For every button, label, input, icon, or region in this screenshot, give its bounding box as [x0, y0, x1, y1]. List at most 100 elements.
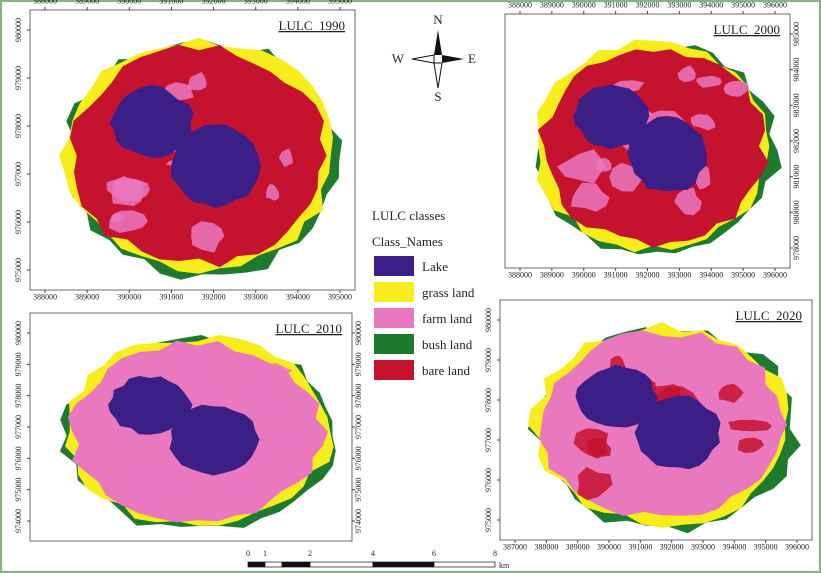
scale-segment	[282, 562, 310, 567]
y-label: 979000	[14, 352, 23, 376]
scale-label: 2	[308, 549, 312, 558]
y-label: 979000	[14, 66, 23, 90]
compass-s: S	[434, 89, 441, 104]
y-label: 983000	[792, 93, 801, 117]
scale-label: 8	[493, 549, 497, 558]
y-label: 977000	[354, 415, 363, 439]
legend-label: farm land	[422, 311, 473, 326]
x-label: 388000	[508, 0, 532, 9]
x-label: 388000	[33, 293, 57, 302]
x-label: 391000	[604, 271, 628, 280]
x-label: 389000	[75, 0, 99, 5]
y-label: 976000	[484, 468, 493, 492]
scale-segment	[373, 562, 434, 567]
x-label: 395000	[754, 543, 778, 552]
y-label: 977000	[14, 162, 23, 186]
legend-swatch	[374, 308, 414, 328]
x-label: 394000	[722, 543, 746, 552]
panel-title: LULC_2020	[736, 308, 802, 323]
map-panel: LULC_2020 387000 388000 389000 390000 391000 3…	[484, 300, 812, 552]
panel-title: LULC_2010	[276, 321, 342, 336]
y-label: 977000	[14, 415, 23, 439]
panel-title: LULC_1990	[279, 18, 345, 33]
scale-segment	[248, 562, 265, 567]
scale-segment	[265, 562, 282, 567]
x-label: 393000	[667, 271, 691, 280]
legend-swatch	[374, 360, 414, 380]
y-label: 982000	[792, 129, 801, 153]
y-label: 976000	[14, 210, 23, 234]
x-label: 394000	[699, 271, 723, 280]
panel-title: LULC_2000	[714, 22, 780, 37]
x-label: 394000	[699, 0, 723, 9]
y-label: 976000	[354, 446, 363, 470]
x-label: 388000	[508, 271, 532, 280]
legend-swatch	[374, 282, 414, 302]
x-label: 390000	[597, 543, 621, 552]
y-label: 984000	[792, 58, 801, 82]
y-label: 978000	[484, 388, 493, 412]
x-label: 390000	[117, 0, 141, 5]
x-label: 391000	[159, 293, 183, 302]
scale-label: 6	[432, 549, 436, 558]
scale-label: 4	[371, 549, 375, 558]
y-label: 978000	[354, 384, 363, 408]
y-label: 976000	[14, 446, 23, 470]
x-label: 393000	[667, 0, 691, 9]
x-label: 392000	[202, 0, 226, 5]
x-label: 391000	[159, 0, 183, 5]
scale-label: 1	[263, 549, 267, 558]
y-label: 974000	[14, 509, 23, 533]
y-label: 978000	[14, 384, 23, 408]
x-label: 394000	[286, 293, 310, 302]
x-label: 390000	[117, 293, 141, 302]
x-label: 388000	[33, 0, 57, 5]
x-label: 393000	[244, 293, 268, 302]
compass-w: W	[392, 51, 405, 66]
y-label: 980000	[484, 308, 493, 332]
scale-segment	[310, 562, 373, 567]
x-label: 395000	[328, 0, 352, 5]
x-label: 388000	[534, 543, 558, 552]
legend-label: grass land	[422, 285, 475, 300]
x-label: 389000	[75, 293, 99, 302]
x-label: 392000	[660, 543, 684, 552]
scale-segment	[434, 562, 495, 567]
y-label: 980000	[792, 200, 801, 224]
y-label: 980000	[354, 321, 363, 345]
y-label: 974000	[354, 509, 363, 533]
y-label: 975000	[14, 478, 23, 502]
scale-unit: km	[499, 561, 510, 570]
x-label: 389000	[540, 0, 564, 9]
y-label: 979000	[484, 348, 493, 372]
x-label: 389000	[540, 271, 564, 280]
compass-n: N	[433, 12, 443, 27]
legend-title: LULC classes	[372, 208, 445, 223]
y-label: 985000	[792, 22, 801, 46]
y-label: 975000	[354, 478, 363, 502]
y-label: 980000	[14, 18, 23, 42]
x-label: 391000	[604, 0, 628, 9]
y-label: 981000	[792, 165, 801, 189]
legend-label: Lake	[422, 259, 448, 274]
x-label: 387000	[503, 543, 527, 552]
y-label: 975000	[14, 258, 23, 282]
y-label: 975000	[484, 508, 493, 532]
x-label: 395000	[731, 271, 755, 280]
legend-swatch	[374, 256, 414, 276]
figure: LULC_1990 388000 389000 390000 391000 392000 3…	[0, 0, 821, 573]
x-label: 393000	[691, 543, 715, 552]
x-label: 389000	[566, 543, 590, 552]
scale-label: 0	[246, 549, 250, 558]
x-label: 391000	[628, 543, 652, 552]
x-label: 394000	[286, 0, 310, 5]
x-label: 392000	[636, 271, 660, 280]
x-label: 392000	[202, 293, 226, 302]
x-label: 396000	[763, 0, 787, 9]
y-label: 980000	[14, 321, 23, 345]
compass-e: E	[468, 51, 476, 66]
x-label: 390000	[572, 271, 596, 280]
legend-subtitle: Class_Names	[372, 234, 443, 249]
y-label: 977000	[484, 428, 493, 452]
x-label: 390000	[572, 0, 596, 9]
